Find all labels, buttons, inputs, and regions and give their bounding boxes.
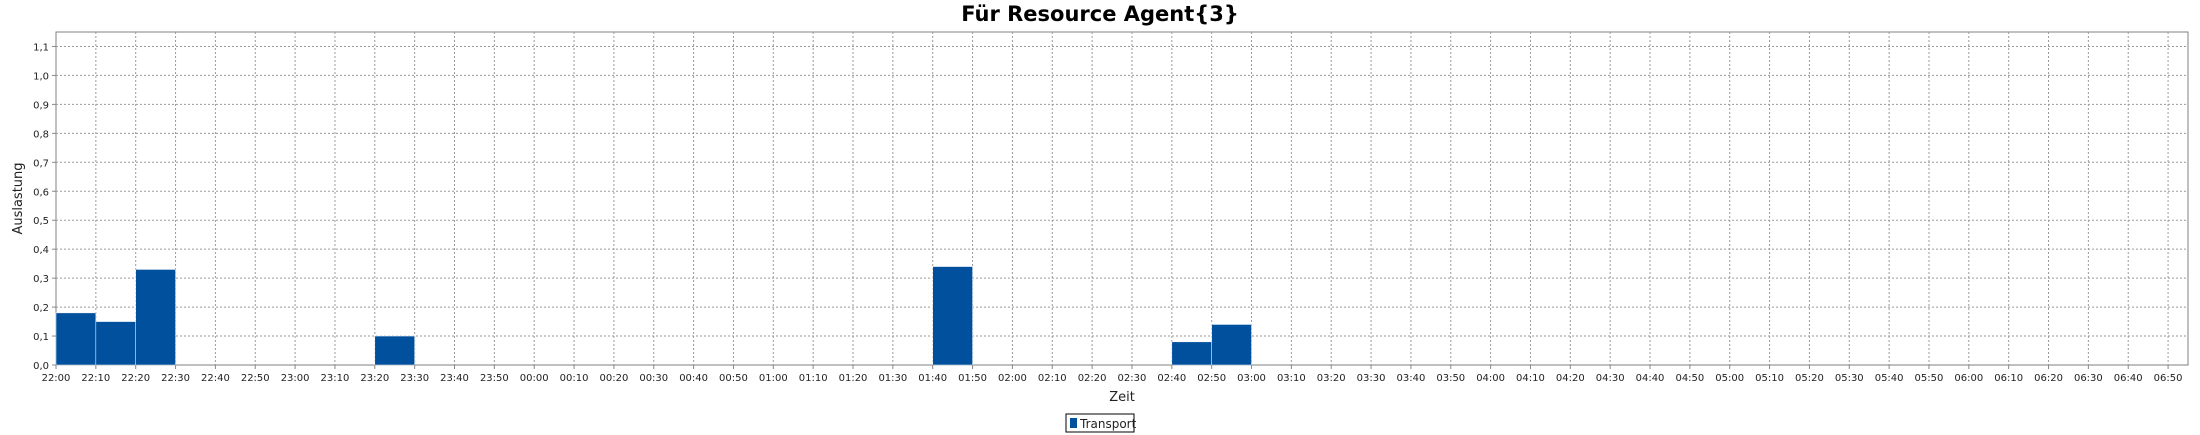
- x-tick-label: 06:00: [1954, 373, 1983, 384]
- x-tick-label: 22:40: [201, 373, 230, 384]
- grid: [56, 32, 2188, 365]
- y-tick-label: 0,9: [33, 100, 49, 111]
- bar-transport-0250: [1211, 324, 1252, 366]
- x-tick-label: 23:30: [400, 373, 429, 384]
- legend-box: [1065, 413, 1135, 433]
- y-tick-label: 0,8: [33, 129, 49, 140]
- bar-transport-0240: [1171, 341, 1212, 366]
- x-tick-label: 22:50: [241, 373, 270, 384]
- x-tick-label: 05:50: [1915, 373, 1944, 384]
- x-tick-label: 03:20: [1317, 373, 1346, 384]
- x-tick-label: 02:40: [1157, 373, 1186, 384]
- x-tick-label: 06:10: [1994, 373, 2023, 384]
- x-tick-label: 03:40: [1397, 373, 1426, 384]
- x-tick-label: 06:20: [2034, 373, 2063, 384]
- x-tick-label: 04:20: [1556, 373, 1585, 384]
- y-tick-label: 0,7: [33, 158, 49, 169]
- y-tick-label: 0,1: [33, 332, 49, 343]
- y-axis: 0,0 0,1 0,2 0,3 0,4 0,5 0,6 0,7 0,8 0,9 1,0 1,1: [33, 42, 56, 372]
- x-tick-label: 05:30: [1835, 373, 1864, 384]
- x-tick-label: 05:40: [1875, 373, 1904, 384]
- x-tick-label: 04:00: [1476, 373, 1505, 384]
- x-tick-label: 01:20: [839, 373, 868, 384]
- x-tick-label: 02:10: [1038, 373, 1067, 384]
- x-tick-label: 02:50: [1197, 373, 1226, 384]
- bar-transport-2210: [95, 321, 136, 366]
- plot-area: [55, 31, 2189, 366]
- y-tick-label: 0,2: [33, 303, 49, 314]
- x-tick-label: 23:00: [281, 373, 310, 384]
- x-tick-label: 05:10: [1755, 373, 1784, 384]
- x-tick-label: 23:20: [360, 373, 389, 384]
- x-tick-label: 03:00: [1237, 373, 1266, 384]
- x-tick-label: 06:50: [2154, 373, 2183, 384]
- y-tick-label: 0,0: [33, 361, 49, 372]
- bar-transport-0140: [932, 266, 973, 366]
- x-tick-label: 01:30: [878, 373, 907, 384]
- x-tick-label: 01:00: [759, 373, 788, 384]
- x-tick-label: 00:40: [679, 373, 708, 384]
- x-tick-label: 00:20: [599, 373, 628, 384]
- x-tick-label: 00:10: [560, 373, 589, 384]
- x-tick-label: 03:30: [1357, 373, 1386, 384]
- y-tick-label: 1,1: [33, 42, 49, 53]
- y-tick-label: 0,5: [33, 216, 49, 227]
- y-tick-label: 0,6: [33, 187, 49, 198]
- y-tick-label: 0,4: [33, 245, 49, 256]
- x-tick-label: 05:00: [1715, 373, 1744, 384]
- x-tick-label: 02:20: [1078, 373, 1107, 384]
- bar-transport-2200: [55, 312, 97, 366]
- x-tick-label: 01:50: [958, 373, 987, 384]
- x-tick-label: 23:40: [440, 373, 469, 384]
- x-tick-label: 04:10: [1516, 373, 1545, 384]
- x-tick-label: 06:40: [2114, 373, 2143, 384]
- x-tick-label: 00:00: [520, 373, 549, 384]
- x-tick-label: 22:20: [121, 373, 150, 384]
- x-tick-label: 22:10: [81, 373, 110, 384]
- y-tick-label: 1,0: [33, 71, 49, 82]
- x-tick-label: 23:50: [480, 373, 509, 384]
- bar-group: [55, 266, 1252, 366]
- x-axis: 22:00 22:10 22:20 22:30 22:40 22:50 23:00 23:10…: [42, 365, 2183, 384]
- x-tick-label: 00:50: [719, 373, 748, 384]
- bar-transport-2220: [135, 269, 176, 366]
- x-axis-label: Zeit: [1109, 390, 1135, 405]
- chart-title: Für Resource Agent{3}: [961, 2, 1239, 26]
- x-tick-label: 02:30: [1118, 373, 1147, 384]
- x-tick-label: 01:10: [799, 373, 828, 384]
- x-tick-label: 22:00: [42, 373, 71, 384]
- y-tick-label: 0,3: [33, 274, 49, 285]
- x-tick-label: 06:30: [2074, 373, 2103, 384]
- legend-swatch: [1070, 418, 1077, 428]
- x-tick-label: 01:40: [918, 373, 947, 384]
- x-tick-label: 22:30: [161, 373, 190, 384]
- legend-label-transport: Transport: [1079, 417, 1137, 431]
- legend: Transport: [1065, 413, 1137, 433]
- x-tick-label: 05:20: [1795, 373, 1824, 384]
- x-tick-label: 04:40: [1636, 373, 1665, 384]
- x-tick-label: 03:50: [1436, 373, 1465, 384]
- x-tick-label: 23:10: [321, 373, 350, 384]
- x-tick-label: 04:30: [1596, 373, 1625, 384]
- x-tick-label: 04:50: [1675, 373, 1704, 384]
- x-tick-label: 03:10: [1277, 373, 1306, 384]
- bar-transport-2320: [374, 335, 415, 366]
- x-tick-label: 02:00: [998, 373, 1027, 384]
- x-tick-label: 00:30: [639, 373, 668, 384]
- y-axis-label: Auslastung: [11, 162, 26, 234]
